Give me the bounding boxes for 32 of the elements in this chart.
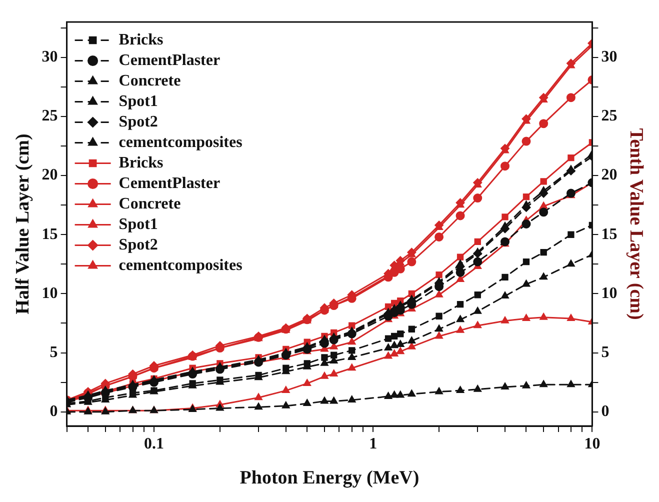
y-tick-label: 10: [42, 284, 58, 302]
legend-label: CementPlaster: [118, 52, 220, 69]
y2-tick-label: 0: [601, 402, 610, 420]
y-tick-label: 15: [42, 226, 58, 243]
legend-label: Bricks: [118, 154, 164, 172]
legend-label: Bricks: [118, 31, 164, 48]
legend-label: Spot2: [118, 236, 158, 254]
y2-tick-label: 25: [601, 108, 618, 125]
x-tick-label: 1: [369, 436, 378, 453]
x-axis-title: Photon Energy (MeV): [240, 468, 420, 489]
y-axis-title: Half Value Layer (cm): [12, 134, 34, 314]
y-tick-label: 0: [50, 402, 58, 420]
y-tick-label: 30: [42, 48, 58, 66]
y2-tick-label: 5: [601, 344, 610, 361]
legend-label: Spot1: [118, 216, 158, 233]
y2-tick-label: 20: [601, 166, 618, 184]
legend-label: Concrete: [118, 195, 181, 212]
y2-axis-title: Tenth Value Layer (cm): [626, 128, 647, 320]
y2-tick-label: 30: [601, 48, 618, 66]
legend-label: Spot1: [118, 92, 158, 110]
legend-label: cementcomposites: [118, 134, 242, 151]
x-tick-label: 10: [584, 436, 600, 453]
legend-label: Spot2: [118, 113, 158, 130]
legend-label: cementcomposites: [118, 256, 242, 274]
legend-label: Concrete: [118, 72, 181, 90]
y2-tick-label: 15: [601, 226, 618, 243]
legend-label: CementPlaster: [118, 174, 220, 192]
x-tick-label: 0.1: [144, 436, 164, 453]
y-tick-label: 20: [42, 166, 58, 184]
y2-tick-label: 10: [601, 284, 618, 302]
y-tick-label: 25: [42, 108, 58, 125]
y-tick-label: 5: [50, 344, 58, 361]
